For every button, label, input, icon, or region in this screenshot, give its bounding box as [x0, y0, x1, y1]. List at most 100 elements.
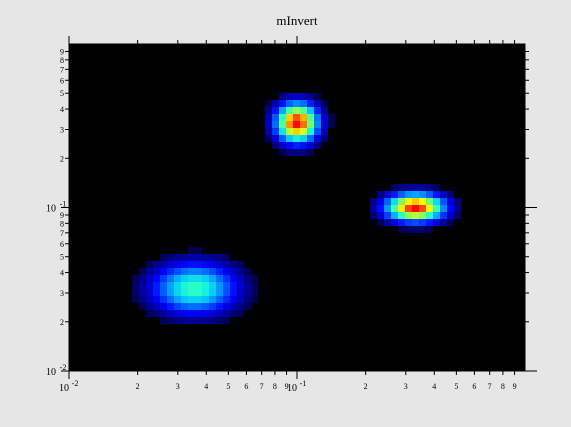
heatmap-cell	[412, 226, 419, 233]
x-tick-label: 5	[226, 382, 230, 391]
heatmap-cell	[216, 289, 223, 296]
heatmap-cell	[244, 289, 251, 296]
heatmap-cell	[230, 310, 237, 317]
heatmap-cell	[307, 100, 314, 107]
heatmap-cell	[391, 205, 398, 212]
y-tick-label: 8	[60, 219, 64, 228]
heatmap-cell	[300, 135, 307, 142]
heatmap-cell	[307, 114, 314, 121]
heatmap-cell	[419, 198, 426, 205]
heatmap-cell	[216, 310, 223, 317]
heatmap-cell	[419, 226, 426, 233]
heatmap-cell	[209, 261, 216, 268]
heatmap-cell	[216, 303, 223, 310]
heatmap-cell	[377, 219, 384, 226]
heatmap-cell	[251, 282, 258, 289]
heatmap-cell	[398, 191, 405, 198]
heatmap-cell	[181, 289, 188, 296]
heatmap-cell	[188, 296, 195, 303]
heatmap-cell	[279, 135, 286, 142]
heatmap-cell	[167, 254, 174, 261]
heatmap-cell	[447, 198, 454, 205]
heatmap-cell	[167, 303, 174, 310]
heatmap-cell	[160, 261, 167, 268]
y-major-label: 10	[46, 204, 56, 215]
heatmap-cell	[391, 191, 398, 198]
heatmap-cell	[188, 247, 195, 254]
x-tick-label: 8	[273, 382, 277, 391]
y-tick-label: 8	[60, 56, 64, 65]
heatmap-cell	[237, 275, 244, 282]
y-tick-label: 7	[60, 229, 64, 238]
heatmap-cell	[370, 212, 377, 219]
heatmap-cell	[265, 121, 272, 128]
heatmap-cell	[160, 310, 167, 317]
heatmap-cell	[181, 303, 188, 310]
heatmap-cell	[244, 296, 251, 303]
heatmap-cell	[237, 261, 244, 268]
heatmap-cell	[195, 289, 202, 296]
heatmap-cell	[167, 310, 174, 317]
heatmap-cell	[426, 184, 433, 191]
heatmap-cell	[286, 100, 293, 107]
heatmap-cell	[293, 93, 300, 100]
heatmap-cell	[293, 135, 300, 142]
heatmap-cell	[293, 114, 300, 121]
heatmap-cell	[139, 296, 146, 303]
heatmap-cell	[160, 268, 167, 275]
heatmap-cell	[202, 303, 209, 310]
heatmap-cell	[440, 219, 447, 226]
heatmap-cell	[433, 191, 440, 198]
heatmap-cell	[209, 296, 216, 303]
heatmap-cell	[377, 198, 384, 205]
heatmap-cell	[132, 275, 139, 282]
x-tick-label: 6	[472, 382, 476, 391]
heatmap-cell	[384, 198, 391, 205]
heatmap-cell	[405, 184, 412, 191]
heatmap-cell	[174, 296, 181, 303]
heatmap-cell	[132, 282, 139, 289]
heatmap-cell	[216, 317, 223, 324]
x-tick-label: 2	[364, 382, 368, 391]
heatmap-cell	[398, 184, 405, 191]
heatmap-cell	[272, 135, 279, 142]
y-tick-label: 9	[60, 47, 64, 56]
heatmap-cell	[153, 310, 160, 317]
y-tick-label: 5	[60, 253, 64, 262]
heatmap-cell	[167, 296, 174, 303]
heatmap-cell	[314, 107, 321, 114]
x-major-label: 10	[59, 383, 69, 394]
heatmap-cell	[265, 100, 272, 107]
heatmap-cell	[307, 107, 314, 114]
heatmap-cell	[412, 212, 419, 219]
heatmap-cell	[202, 275, 209, 282]
heatmap-cell	[244, 275, 251, 282]
heatmap-cell	[286, 128, 293, 135]
heatmap-cell	[433, 184, 440, 191]
heatmap-cell	[174, 289, 181, 296]
heatmap-cell	[314, 142, 321, 149]
heatmap-cell	[188, 289, 195, 296]
heatmap-cell	[160, 296, 167, 303]
heatmap-cell	[209, 282, 216, 289]
heatmap-cell	[272, 142, 279, 149]
x-major-exponent: -2	[72, 379, 79, 388]
heatmap-cell	[223, 310, 230, 317]
x-major-label: 10	[287, 383, 297, 394]
heatmap-cell	[251, 296, 258, 303]
heatmap-cell	[370, 205, 377, 212]
heatmap-cell	[167, 282, 174, 289]
heatmap-cell	[195, 296, 202, 303]
heatmap-cell	[419, 219, 426, 226]
heatmap-cell	[195, 317, 202, 324]
heatmap-cell	[146, 296, 153, 303]
heatmap-cell	[237, 282, 244, 289]
heatmap-cell	[419, 184, 426, 191]
heatmap-cell	[230, 289, 237, 296]
heatmap-cell	[209, 275, 216, 282]
heatmap-cell	[237, 303, 244, 310]
y-major-label: 10	[46, 367, 56, 378]
x-tick-label: 3	[176, 382, 180, 391]
x-tick-label: 9	[513, 382, 517, 391]
heatmap-cell	[293, 100, 300, 107]
